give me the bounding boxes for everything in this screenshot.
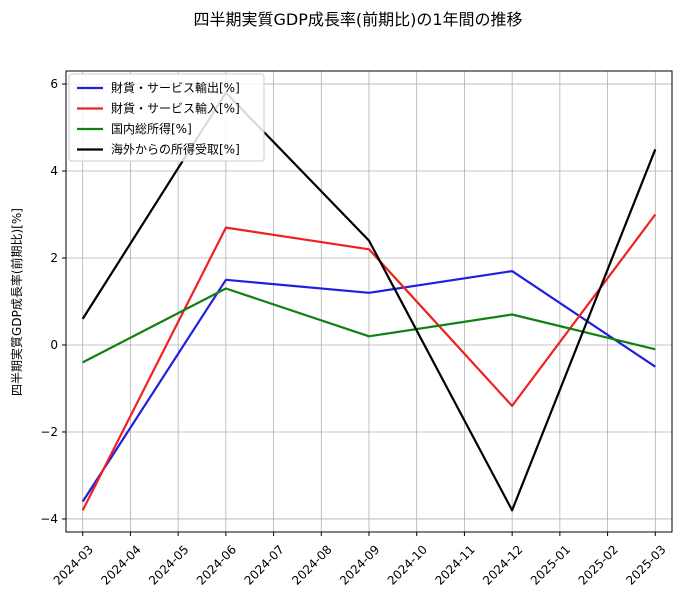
x-tick-label: 2024-08: [289, 542, 334, 587]
series-line-3: [81, 91, 657, 512]
y-tick-label: 0: [50, 338, 58, 352]
legend-label: 国内総所得[%]: [111, 121, 192, 136]
legend: 財貨・サービス輸出[%] 財貨・サービス輸入[%] 国内総所得[%] 海外からの所得受…: [68, 73, 265, 162]
x-tick-label: 2024-03: [51, 542, 96, 587]
series-line-1: [81, 213, 657, 511]
x-tick-label: 2024-10: [385, 542, 430, 587]
x-tick-label: 2025-03: [623, 542, 668, 587]
series-lines: [81, 91, 657, 512]
legend-label: 海外からの所得受取[%]: [111, 142, 240, 157]
y-tick-label: −2: [40, 425, 58, 439]
y-axis: 6 4 2 0 −2 −4: [40, 77, 66, 526]
x-tick-label: 2024-04: [98, 542, 143, 587]
legend-label: 財貨・サービス輸入[%]: [111, 101, 240, 116]
x-tick-label: 2024-09: [337, 542, 382, 587]
x-tick-label: 2024-07: [242, 542, 287, 587]
y-tick-label: 4: [50, 164, 58, 178]
x-tick-label: 2024-05: [146, 542, 191, 587]
x-axis: 2024-03 2024-04 2024-05 2024-06 2024-07 2024-…: [51, 532, 669, 588]
series-line-2: [82, 287, 656, 364]
y-tick-label: −4: [40, 512, 58, 526]
grid: [66, 71, 672, 532]
x-tick-label: 2024-06: [194, 542, 239, 587]
y-tick-label: 2: [50, 251, 58, 265]
x-tick-label: 2025-02: [576, 542, 621, 587]
x-tick-label: 2024-12: [480, 542, 525, 587]
x-tick-label: 2025-01: [528, 542, 573, 587]
series-line-0: [81, 270, 656, 503]
legend-box: [68, 73, 265, 162]
y-tick-label: 6: [50, 77, 58, 91]
legend-label: 財貨・サービス輸出[%]: [111, 80, 240, 95]
y-axis-label: 四半期実質GDP成長率(前期比)[%]: [9, 208, 24, 396]
x-tick-label: 2024-11: [432, 542, 477, 587]
chart-title: 四半期実質GDP成長率(前期比)の1年間の推移: [193, 10, 522, 29]
